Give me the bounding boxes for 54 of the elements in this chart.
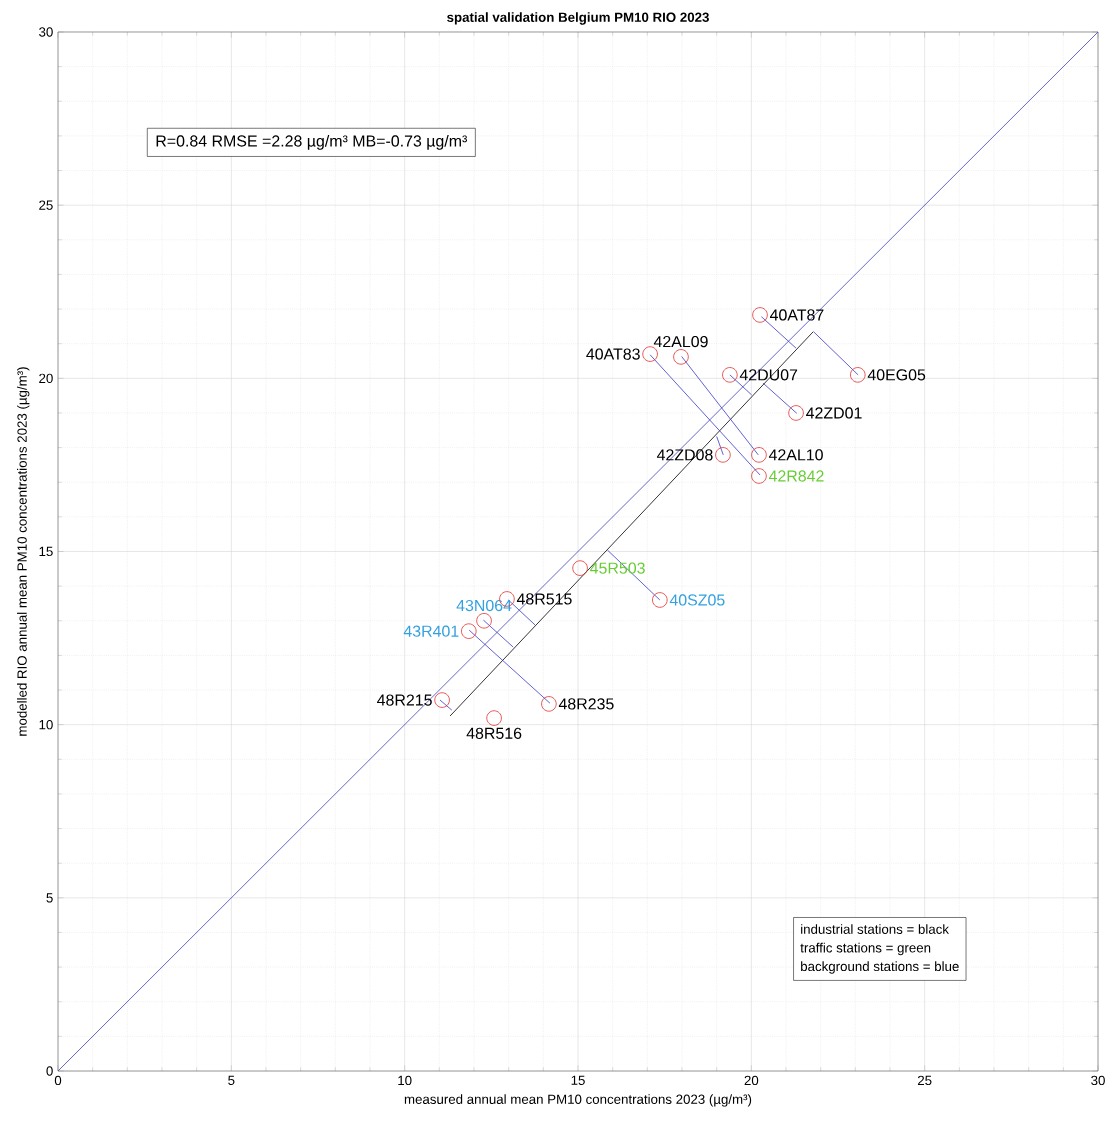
annotation: background stations = blue [801, 961, 959, 974]
x-tick-label: 15 [571, 1075, 585, 1085]
y-tick-label: 20 [39, 373, 53, 384]
point [850, 367, 866, 383]
point [751, 447, 767, 463]
data-label: 42AL09 [653, 335, 708, 348]
data-label: 42AL10 [768, 449, 823, 461]
data-label: 48R215 [377, 694, 432, 706]
chart-title: spatial validation Belgium PM10 RIO 2023 [447, 12, 709, 25]
y-axis-title: modelled RIO annual mean PM10 concentrations 2023 (µg/m³) [17, 367, 30, 736]
data-label: 42R842 [768, 470, 824, 482]
data-label: 43R401 [403, 625, 459, 637]
point [434, 692, 450, 708]
point [642, 346, 658, 362]
y-tick-label: 15 [39, 546, 53, 557]
point [476, 613, 492, 629]
data-label: 40EG05 [867, 369, 926, 381]
x-tick-label: 30 [1091, 1075, 1105, 1086]
annotation: industrial stations = black [801, 924, 949, 934]
point [722, 367, 738, 383]
point [752, 307, 768, 323]
point [486, 710, 502, 726]
data-label: 40AT87 [769, 309, 824, 321]
y-tick-label: 0 [46, 1066, 53, 1076]
x-tick-label: 0 [54, 1075, 62, 1086]
y-tick-label: 5 [46, 893, 53, 903]
x-tick-label: 25 [917, 1075, 932, 1086]
y-tick-label: 30 [39, 27, 53, 37]
data-label: 40AT83 [586, 348, 640, 360]
data-label: 42ZD01 [806, 407, 862, 419]
annotation: traffic stations = green [800, 942, 931, 956]
data-label: 42DU07 [739, 369, 798, 381]
point [751, 468, 767, 484]
point [541, 696, 557, 712]
point [788, 405, 804, 421]
y-tick-label: 10 [39, 719, 53, 730]
point [572, 560, 588, 576]
x-tick-label: 20 [744, 1075, 759, 1086]
data-label: 48R235 [558, 698, 614, 710]
data-label: 40SZ05 [669, 594, 725, 606]
data-label: 42ZD08 [656, 449, 713, 461]
data-label: 48R516 [466, 727, 522, 739]
x-axis-title: measured annual mean PM10 concentrations 2023 (µg/m³) [404, 1094, 752, 1107]
y-tick-label: 25 [39, 200, 53, 210]
x-tick-label: 10 [398, 1075, 412, 1086]
data-label: 45R503 [590, 562, 645, 574]
data-label: 43N064 [456, 599, 512, 612]
data-label: 48R515 [516, 593, 572, 605]
point [461, 623, 477, 639]
x-tick-label: 5 [228, 1075, 235, 1085]
point [673, 349, 689, 365]
annotation: R=0.84 RMSE =2.28 µg/m³ MB=-0.73 µg/m³ [156, 134, 468, 150]
point [715, 447, 731, 463]
point [652, 592, 668, 608]
